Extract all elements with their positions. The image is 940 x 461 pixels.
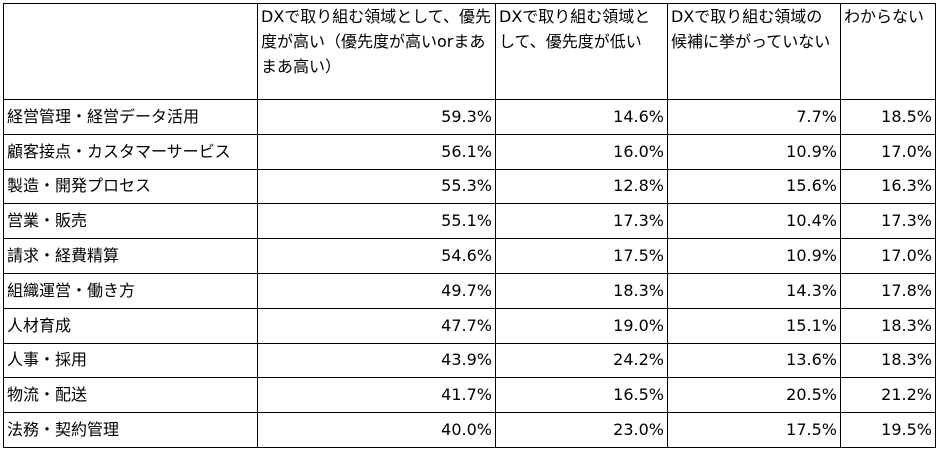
header-cell: DXで取り組む領域の候補に挙がっていない [667,3,841,100]
value-cell: 18.5% [840,99,936,135]
table-row: 人事・採用 43.9% 24.2% 13.6% 18.3% [3,342,936,379]
value-cell: 18.3% [840,342,936,379]
value-cell: 47.7% [257,307,496,344]
value-cell: 17.5% [495,238,668,274]
row-label: 人材育成 [3,307,258,344]
value-cell: 17.8% [840,272,936,309]
value-cell: 24.2% [495,342,668,379]
header-cell: わからない [840,3,936,100]
table-row: 法務・契約管理 40.0% 23.0% 17.5% 19.5% [3,412,936,448]
value-cell: 17.3% [840,203,936,240]
value-cell: 49.7% [257,272,496,309]
table-row: 組織運営・働き方 49.7% 18.3% 14.3% 17.8% [3,272,936,309]
value-cell: 16.3% [840,168,936,205]
header-cell: DXで取り組む領域として、優先度が高い（優先度が高いorまあまあ高い） [257,3,496,100]
value-cell: 59.3% [257,99,496,135]
value-cell: 10.9% [667,133,841,170]
value-cell: 55.3% [257,168,496,205]
table-row: 人材育成 47.7% 19.0% 15.1% 18.3% [3,307,936,344]
row-label: 営業・販売 [3,203,258,240]
value-cell: 12.8% [495,168,668,205]
header-row: DXで取り組む領域として、優先度が高い（優先度が高いorまあまあ高い） DXで取… [3,3,936,100]
value-cell: 56.1% [257,133,496,170]
value-cell: 10.9% [667,238,841,274]
value-cell: 20.5% [667,377,841,414]
row-label: 法務・契約管理 [3,412,258,448]
header-cell-empty [3,3,258,100]
value-cell: 40.0% [257,412,496,448]
value-cell: 16.5% [495,377,668,414]
row-label: 物流・配送 [3,377,258,414]
value-cell: 14.6% [495,99,668,135]
value-cell: 55.1% [257,203,496,240]
value-cell: 15.6% [667,168,841,205]
table-row: 経営管理・経営データ活用 59.3% 14.6% 7.7% 18.5% [3,99,936,135]
row-label: 経営管理・経営データ活用 [3,99,258,135]
value-cell: 16.0% [495,133,668,170]
value-cell: 19.0% [495,307,668,344]
row-label: 顧客接点・カスタマーサービス [3,133,258,170]
value-cell: 13.6% [667,342,841,379]
row-label: 製造・開発プロセス [3,168,258,205]
value-cell: 54.6% [257,238,496,274]
row-label: 請求・経費精算 [3,238,258,274]
row-label: 人事・採用 [3,342,258,379]
data-table: DXで取り組む領域として、優先度が高い（優先度が高いorまあまあ高い） DXで取… [3,3,936,448]
table-head: DXで取り組む領域として、優先度が高い（優先度が高いorまあまあ高い） DXで取… [3,3,936,100]
value-cell: 43.9% [257,342,496,379]
value-cell: 17.5% [667,412,841,448]
body: DXで取り組む領域として、優先度が高い（優先度が高いorまあまあ高い） DXで取… [0,3,940,461]
header-cell: DXで取り組む領域として、優先度が低い [495,3,668,100]
value-cell: 17.0% [840,238,936,274]
value-cell: 14.3% [667,272,841,309]
value-cell: 18.3% [840,307,936,344]
value-cell: 23.0% [495,412,668,448]
table-row: 営業・販売 55.1% 17.3% 10.4% 17.3% [3,203,936,240]
table-row: 請求・経費精算 54.6% 17.5% 10.9% 17.0% [3,238,936,274]
row-label: 組織運営・働き方 [3,272,258,309]
table-row: 製造・開発プロセス 55.3% 12.8% 15.6% 16.3% [3,168,936,205]
value-cell: 7.7% [667,99,841,135]
value-cell: 17.0% [840,133,936,170]
value-cell: 19.5% [840,412,936,448]
value-cell: 10.4% [667,203,841,240]
table-body: 経営管理・経営データ活用 59.3% 14.6% 7.7% 18.5% 顧客接点・カスタマ… [3,99,936,448]
table-row: 物流・配送 41.7% 16.5% 20.5% 21.2% [3,377,936,414]
value-cell: 18.3% [495,272,668,309]
value-cell: 41.7% [257,377,496,414]
table-row: 顧客接点・カスタマーサービス 56.1% 16.0% 10.9% 17.0% [3,133,936,170]
value-cell: 21.2% [840,377,936,414]
value-cell: 17.3% [495,203,668,240]
value-cell: 15.1% [667,307,841,344]
